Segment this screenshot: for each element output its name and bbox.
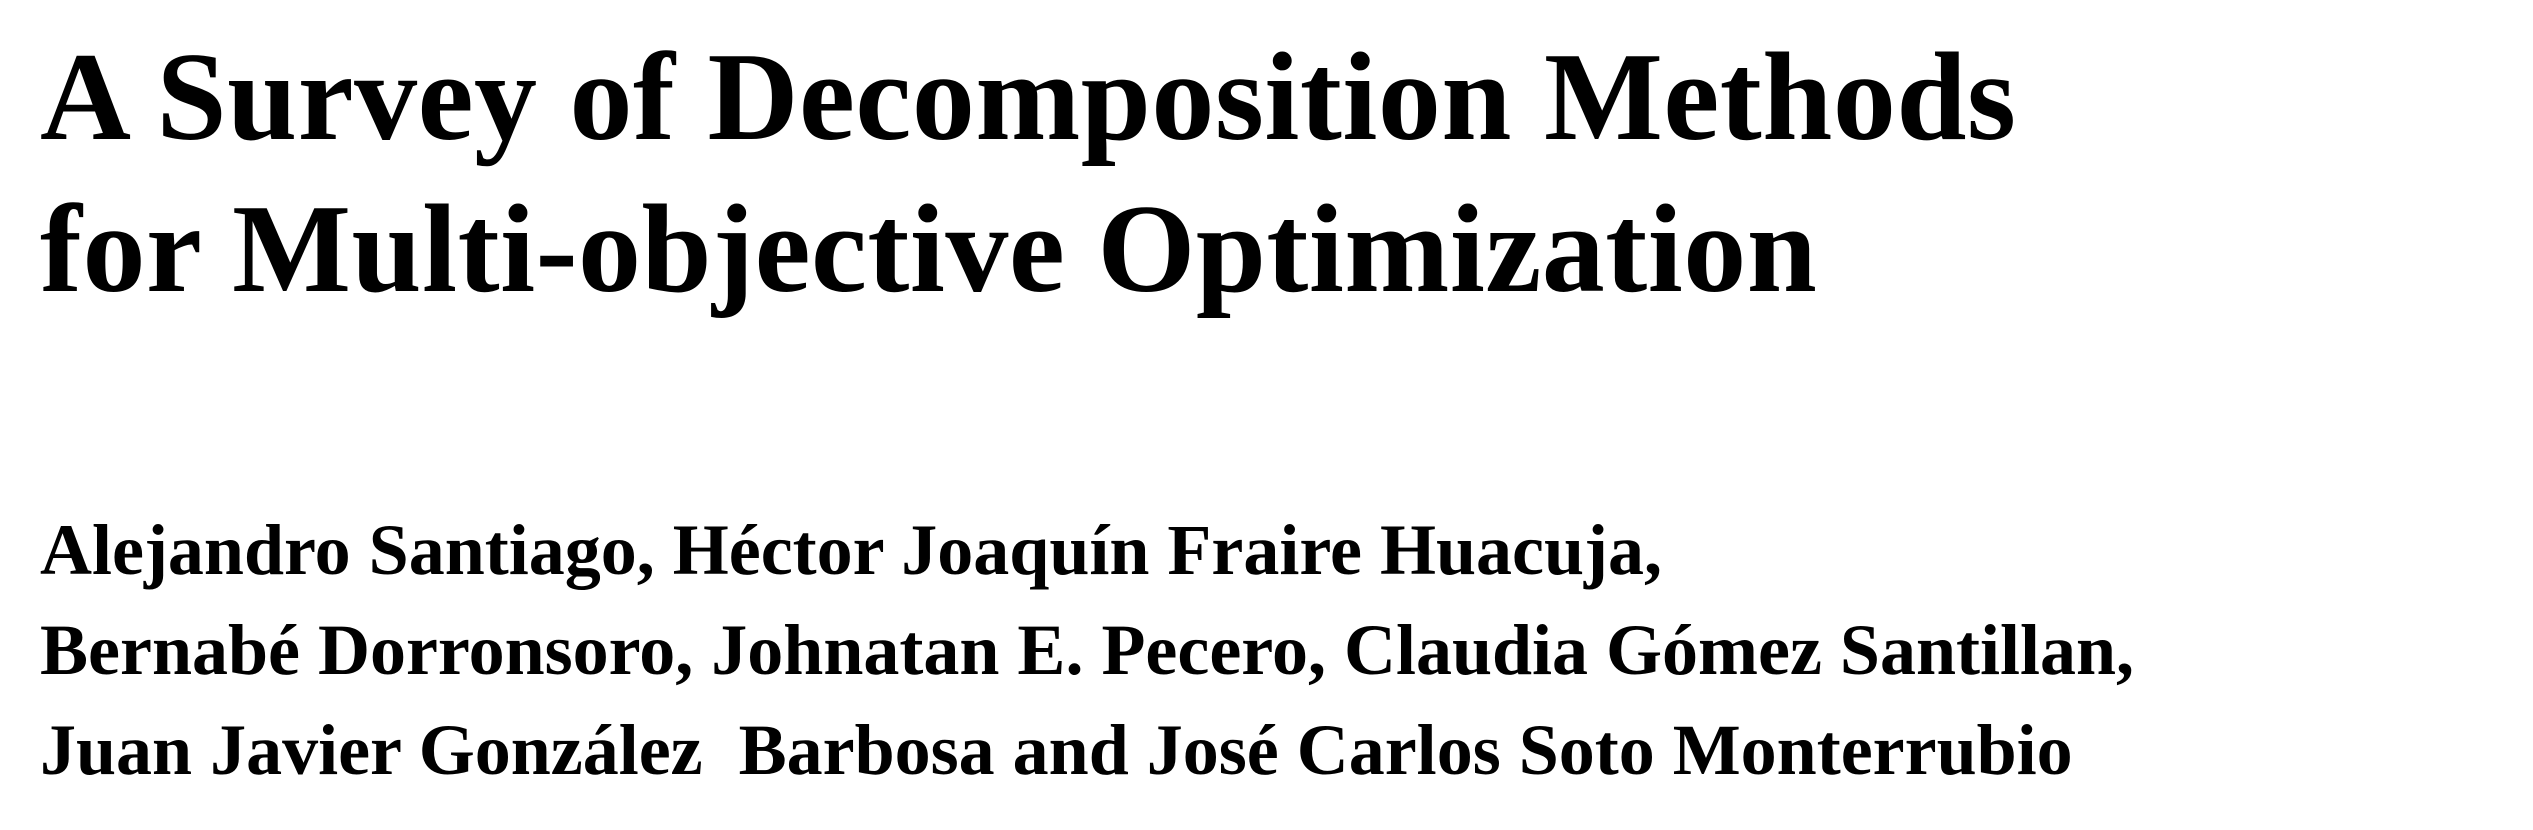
paper-title: A Survey of Decomposition Methods for Mu… xyxy=(40,22,2016,326)
title-line-2: for Multi-objective Optimization xyxy=(40,180,1818,319)
title-line-1: A Survey of Decomposition Methods xyxy=(40,28,2017,167)
author-line-1: Alejandro Santiago, Héctor Joaquín Frair… xyxy=(40,510,1663,590)
author-line-3: Juan Javier González Barbosa and José Ca… xyxy=(40,710,2073,790)
author-list: Alejandro Santiago, Héctor Joaquín Frair… xyxy=(40,500,2134,800)
author-line-2: Bernabé Dorronsoro, Johnatan E. Pecero, … xyxy=(40,610,2135,690)
